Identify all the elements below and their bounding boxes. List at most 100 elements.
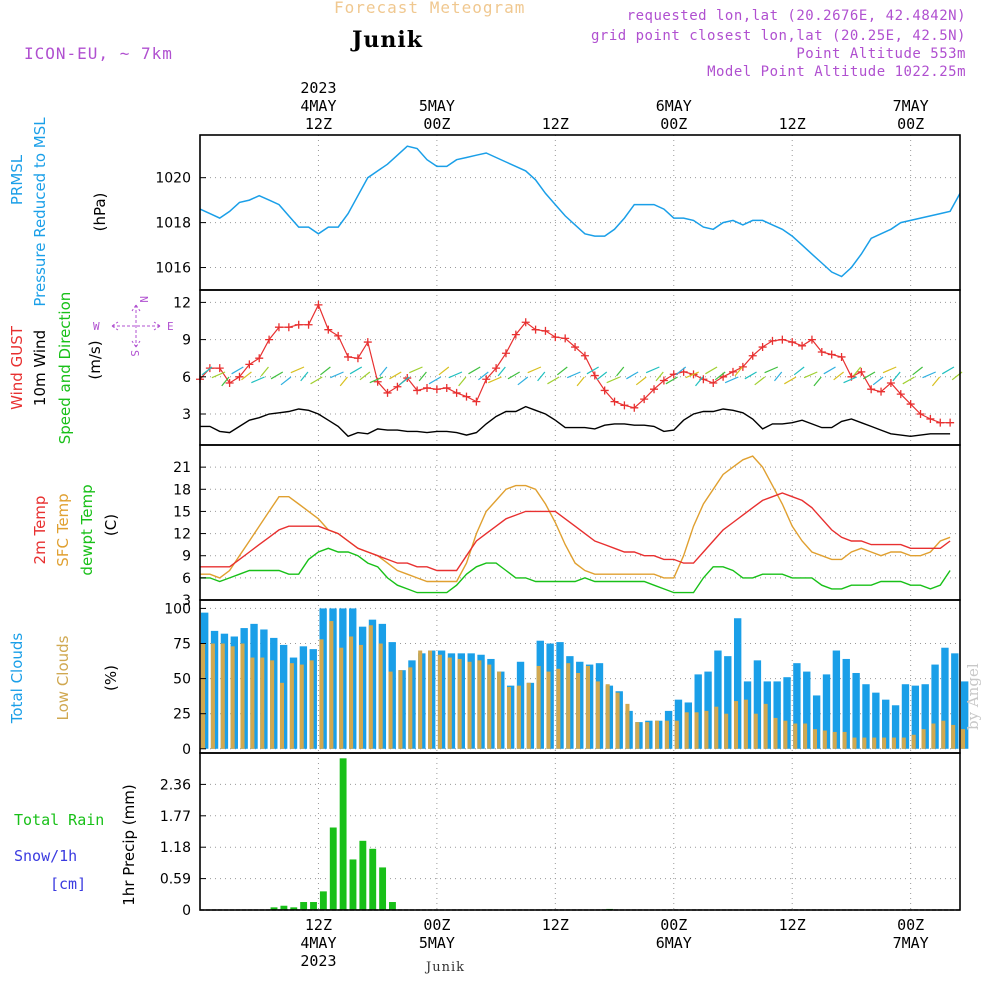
top-time-label: 12Z	[305, 115, 332, 133]
wind-direction-label: Speed and Direction	[56, 292, 74, 445]
gust-point	[393, 382, 402, 391]
top-time-label: 4MAY	[300, 97, 336, 115]
gust-point	[600, 386, 609, 395]
low-cloud-bar	[605, 684, 610, 749]
low-cloud-bar	[951, 724, 956, 749]
gust-point	[215, 364, 224, 373]
low-cloud-bar	[773, 717, 778, 749]
low-cloud-bar	[872, 737, 877, 749]
low-cloud-bar	[428, 650, 433, 749]
y-tick-label: 15	[173, 504, 191, 520]
low-cloud-bar	[625, 703, 630, 749]
low-cloud-bar	[793, 723, 798, 749]
compass-east-label: E	[167, 320, 174, 333]
low-cloud-bar	[546, 671, 551, 749]
bottom-time-label: 7MAY	[893, 934, 929, 952]
gust-point	[304, 320, 313, 329]
gust-point	[255, 354, 264, 363]
low-cloud-bar	[891, 737, 896, 749]
low-cloud-bar	[931, 723, 936, 749]
low-cloud-bar	[467, 661, 472, 749]
wind-arrow	[862, 371, 876, 380]
gust-point	[886, 379, 895, 387]
gust-point	[728, 367, 737, 376]
bottom-time-label: 00Z	[897, 916, 924, 934]
temp-2m-label: 2m Temp	[31, 496, 49, 565]
top-time-label: 00Z	[423, 115, 450, 133]
sfc-temp-line	[200, 455, 951, 583]
y-tick-label: 3	[182, 593, 191, 609]
wind-arrow	[626, 371, 639, 380]
low-cloud-bar	[457, 658, 462, 749]
total-rain-label: Total Rain	[14, 811, 104, 829]
wind-arrow	[566, 371, 581, 379]
wind-arrow	[922, 371, 936, 379]
wind-arrow	[241, 371, 252, 381]
gust-point	[857, 367, 866, 376]
total-cloud-bar	[951, 653, 959, 749]
gust-point	[946, 418, 955, 427]
gust-point	[610, 397, 619, 406]
wind-arrow	[793, 366, 805, 376]
gust-point	[541, 326, 550, 335]
wind-arrow	[349, 366, 363, 375]
wind-arrow	[695, 376, 704, 387]
wind-arrow	[823, 366, 836, 375]
wind-arrow	[320, 366, 331, 376]
total-cloud-bar	[753, 660, 762, 749]
clouds-unit-label: (%)	[102, 665, 120, 691]
wind-arrow	[547, 376, 560, 385]
rain-bar	[310, 902, 317, 910]
gust-point	[245, 360, 254, 369]
low-cloud-bar	[477, 660, 482, 749]
wind-arrow	[714, 371, 726, 381]
low-cloud-bar	[349, 636, 354, 749]
wind-arrow	[300, 371, 309, 382]
low-cloud-bar	[714, 706, 719, 749]
gust-point	[531, 325, 540, 334]
gust-point	[363, 338, 372, 347]
pressure-long-label: Pressure Reduced to MSL	[31, 117, 49, 307]
wind-label: 10m Wind	[31, 330, 49, 406]
total-cloud-bar	[733, 618, 742, 749]
data-layer	[196, 145, 969, 911]
wind-arrow	[379, 366, 388, 377]
low-cloud-bar	[901, 737, 906, 749]
wind-arrow	[310, 376, 323, 385]
wind-arrow	[724, 376, 739, 384]
wind-arrow	[251, 376, 265, 384]
low-cloud-bar	[556, 668, 561, 749]
gust-point	[798, 341, 807, 350]
gust-point	[501, 349, 510, 358]
wind-arrow	[931, 376, 941, 387]
gust-point	[423, 383, 432, 392]
low-cloud-bar	[220, 643, 225, 749]
y-tick-label: 6	[182, 370, 191, 386]
gust-point	[650, 385, 659, 394]
low-cloud-bar	[911, 734, 916, 749]
bottom-time-label: 00Z	[660, 916, 687, 934]
rain-bar	[280, 905, 288, 910]
wind-arrow	[359, 371, 371, 381]
panel-frames	[199, 134, 961, 911]
wind-arrow	[556, 366, 568, 376]
low-cloud-bar	[279, 682, 285, 749]
station-name: Junik	[352, 27, 423, 53]
y-tick-label: 21	[173, 460, 191, 476]
wind-arrow	[438, 366, 450, 376]
gust-point	[521, 318, 530, 327]
gust-point	[630, 403, 639, 412]
low-cloud-bar	[250, 657, 255, 749]
wind-arrow	[803, 371, 818, 379]
gust-point	[867, 385, 876, 394]
wind-arrow	[270, 371, 284, 380]
low-cloud-bar	[329, 621, 334, 749]
low-cloud-bar	[319, 639, 324, 749]
gust-point	[827, 350, 836, 359]
gust-point	[274, 323, 283, 332]
gust-point	[551, 333, 560, 342]
grid-layer	[200, 135, 960, 911]
low-cloud-bar	[733, 701, 739, 749]
low-cloud-bar	[240, 643, 245, 749]
top-time-label: 2023	[300, 79, 336, 97]
